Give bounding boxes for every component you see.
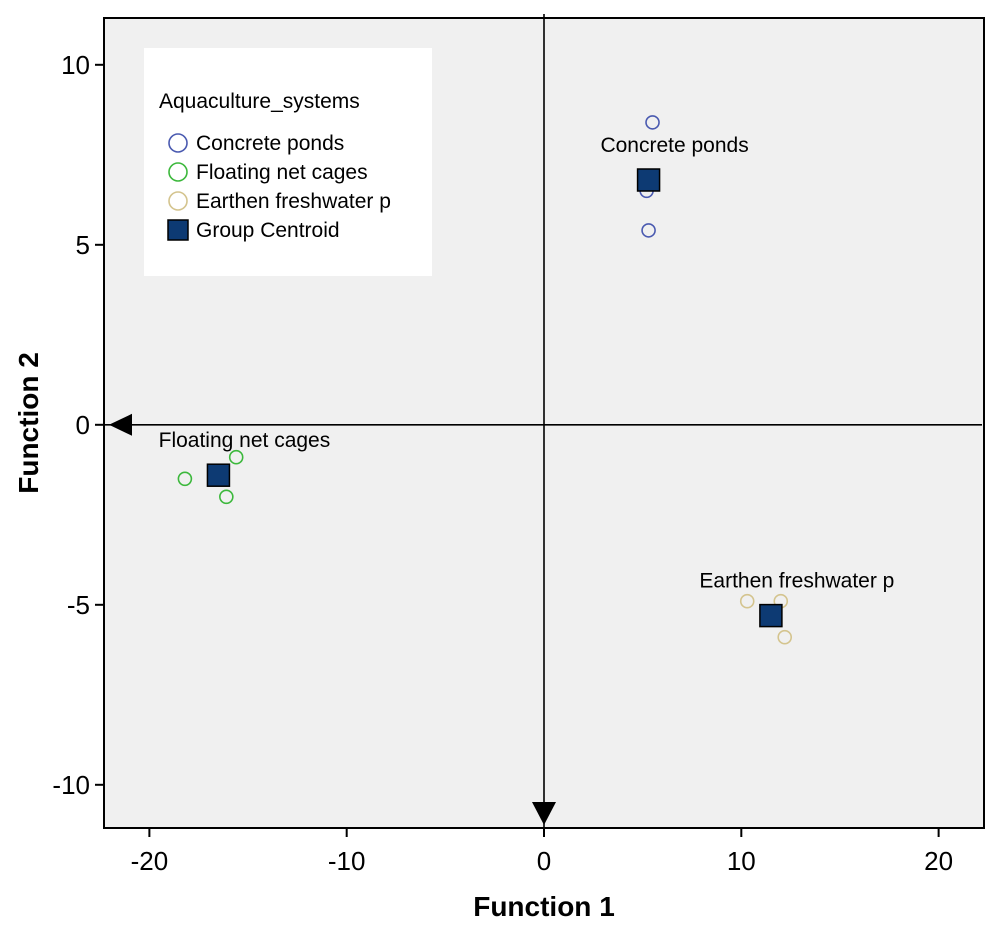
y-axis-title: Function 2: [13, 352, 44, 494]
y-tick-label: -5: [67, 590, 90, 620]
y-tick-label: 5: [76, 230, 90, 260]
legend-entry-label: Group Centroid: [196, 219, 340, 242]
legend-box: [144, 48, 432, 276]
legend-circle-swatch: [168, 191, 188, 211]
data-point: [777, 629, 793, 645]
legend-entry-label: Concrete ponds: [196, 132, 344, 155]
data-point: [645, 115, 660, 130]
y-tick-label: -10: [52, 770, 90, 800]
legend: Aquaculture_systems Concrete ponds Floati…: [144, 48, 432, 276]
data-point: [177, 471, 193, 487]
data-point: [739, 593, 755, 609]
centroid-label: Concrete ponds: [600, 134, 748, 157]
x-axis-ticks: -20 -10 0 10 20: [131, 828, 953, 876]
legend-entry-label: Earthen freshwater p: [196, 190, 391, 213]
centroid-marker: [206, 463, 231, 487]
centroid-label: Earthen freshwater p: [699, 570, 894, 593]
x-tick-label: 20: [924, 846, 953, 876]
x-tick-label: 0: [537, 846, 551, 876]
data-point: [219, 489, 234, 505]
y-tick-label: 0: [76, 410, 90, 440]
x-tick-label: -10: [328, 846, 366, 876]
y-axis-ticks: 10 5 0 -5 -10: [52, 50, 104, 800]
data-point: [641, 223, 656, 238]
legend-centroid-swatch: [167, 219, 189, 241]
centroid-label: Floating net cages: [159, 429, 331, 452]
legend-circle-swatch: [168, 133, 188, 153]
reference-axes: [104, 14, 982, 828]
centroid-marker: [636, 168, 661, 192]
legend-title: Aquaculture_systems: [159, 90, 360, 113]
legend-circle-swatch: [168, 162, 188, 182]
left-arrow-icon: [109, 413, 132, 436]
legend-entry-label: Floating net cages: [196, 161, 368, 184]
x-axis-title: Function 1: [473, 891, 615, 922]
x-tick-label: -20: [131, 846, 169, 876]
centroid-marker: [759, 603, 783, 628]
down-arrow-icon: [532, 802, 556, 825]
group-centroids: Concrete ponds Floating net cages Earthen …: [159, 134, 894, 628]
data-point: [228, 449, 244, 465]
y-tick-label: 10: [61, 50, 90, 80]
x-tick-label: 10: [727, 846, 756, 876]
